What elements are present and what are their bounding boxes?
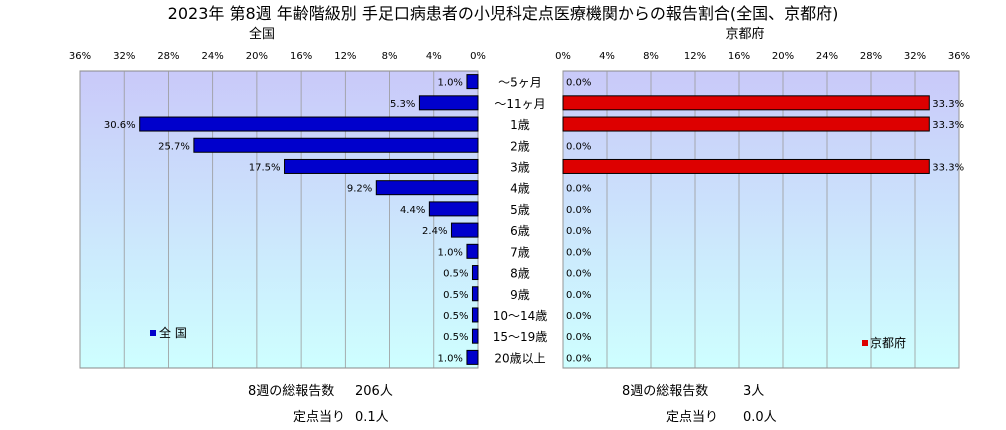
category-label: 7歳 <box>510 245 530 259</box>
right-data-label: 0.0% <box>566 353 591 364</box>
left-bar <box>471 328 479 344</box>
left-tick-label: 20% <box>246 51 268 62</box>
left-data-label: 30.6% <box>104 120 136 131</box>
right-footer-per-value: 0.0人 <box>743 410 777 425</box>
left-bar <box>466 243 479 259</box>
right-footer-per-label: 定点当り <box>666 410 718 425</box>
category-label: 10～14歳 <box>493 309 548 323</box>
category-label: 15～19歳 <box>493 330 548 344</box>
left-legend-label: 全 国 <box>159 325 187 340</box>
left-data-label: 0.5% <box>443 290 468 301</box>
right-panel-title: 京都府 <box>725 27 764 42</box>
left-data-label: 1.0% <box>438 247 463 258</box>
right-data-label: 0.0% <box>566 269 591 280</box>
category-label: ～5ヶ月 <box>498 76 542 90</box>
right-legend: 京都府 <box>862 335 906 350</box>
right-data-label: 33.3% <box>932 99 964 110</box>
left-footer-total-value: 206人 <box>355 384 393 399</box>
right-tick-label: 24% <box>816 51 838 62</box>
left-bar <box>428 201 479 217</box>
right-bar <box>562 116 930 132</box>
left-tick-label: 24% <box>202 51 224 62</box>
right-data-label: 33.3% <box>932 162 964 173</box>
category-label: 3歳 <box>510 160 530 174</box>
right-data-label: 0.0% <box>566 141 591 152</box>
left-bar <box>471 286 479 302</box>
left-bar <box>471 265 479 281</box>
right-tick-label: 28% <box>860 51 882 62</box>
category-label: 5歳 <box>510 203 530 217</box>
right-tick-label: 8% <box>643 51 659 62</box>
category-label: 6歳 <box>510 224 530 238</box>
left-tick-label: 0% <box>470 51 486 62</box>
chart-title: 2023年 第8週 年齢階級別 手足口病患者の小児科定点医療機関からの報告割合(… <box>168 4 839 23</box>
category-label: 9歳 <box>510 288 530 302</box>
left-bar <box>284 158 479 174</box>
right-footer-total-label: 8週の総報告数 <box>622 384 708 399</box>
left-tick-label: 12% <box>334 51 356 62</box>
right-plot-area <box>562 70 960 369</box>
left-bar <box>375 180 479 196</box>
left-bar <box>418 95 479 111</box>
category-label: 4歳 <box>510 182 530 196</box>
right-footer-total-value: 3人 <box>743 384 764 399</box>
left-plot-area <box>79 70 479 369</box>
category-label: 8歳 <box>510 267 530 281</box>
left-footer-per-label: 定点当り <box>293 410 345 425</box>
left-bar <box>466 349 479 365</box>
left-panel-title: 全国 <box>249 26 275 42</box>
left-tick-label: 36% <box>69 51 91 62</box>
left-tick-label: 16% <box>290 51 312 62</box>
left-data-label: 0.5% <box>443 332 468 343</box>
right-legend-label: 京都府 <box>870 335 906 350</box>
right-tick-label: 36% <box>948 51 970 62</box>
right-tick-label: 20% <box>772 51 794 62</box>
left-data-label: 5.3% <box>390 99 415 110</box>
category-label: 1歳 <box>510 118 530 132</box>
left-bar <box>450 222 479 238</box>
right-data-label: 0.0% <box>566 311 591 322</box>
left-data-label: 1.0% <box>438 353 463 364</box>
right-data-label: 0.0% <box>566 184 591 195</box>
left-data-label: 25.7% <box>158 141 190 152</box>
right-legend-swatch <box>862 340 868 346</box>
right-data-label: 0.0% <box>566 332 591 343</box>
left-data-label: 0.5% <box>443 311 468 322</box>
left-bar <box>466 74 479 90</box>
right-bar <box>562 158 930 174</box>
left-data-label: 1.0% <box>438 78 463 89</box>
left-data-label: 2.4% <box>422 226 447 237</box>
right-data-label: 0.0% <box>566 226 591 237</box>
left-data-label: 9.2% <box>347 184 372 195</box>
right-data-label: 33.3% <box>932 120 964 131</box>
left-data-label: 17.5% <box>249 162 281 173</box>
right-tick-label: 12% <box>684 51 706 62</box>
left-bar <box>471 307 479 323</box>
left-tick-label: 28% <box>157 51 179 62</box>
right-tick-label: 32% <box>904 51 926 62</box>
left-legend-swatch <box>150 330 156 336</box>
category-label: 20歳以上 <box>494 351 545 365</box>
left-footer-total-label: 8週の総報告数 <box>248 384 334 399</box>
left-legend: 全 国 <box>150 325 187 340</box>
category-label: 2歳 <box>510 139 530 153</box>
right-tick-label: 0% <box>555 51 571 62</box>
left-data-label: 0.5% <box>443 269 468 280</box>
left-tick-label: 32% <box>113 51 135 62</box>
right-tick-label: 16% <box>728 51 750 62</box>
right-tick-label: 4% <box>599 51 615 62</box>
right-data-label: 0.0% <box>566 247 591 258</box>
right-data-label: 0.0% <box>566 290 591 301</box>
right-data-label: 0.0% <box>566 78 591 89</box>
left-bar <box>139 116 479 132</box>
left-tick-label: 8% <box>382 51 398 62</box>
right-bar <box>562 95 930 111</box>
category-label: ～11ヶ月 <box>494 97 545 111</box>
right-data-label: 0.0% <box>566 205 591 216</box>
left-tick-label: 4% <box>426 51 442 62</box>
left-data-label: 4.4% <box>400 205 425 216</box>
left-bar <box>193 137 479 153</box>
left-footer-per-value: 0.1人 <box>355 410 389 425</box>
